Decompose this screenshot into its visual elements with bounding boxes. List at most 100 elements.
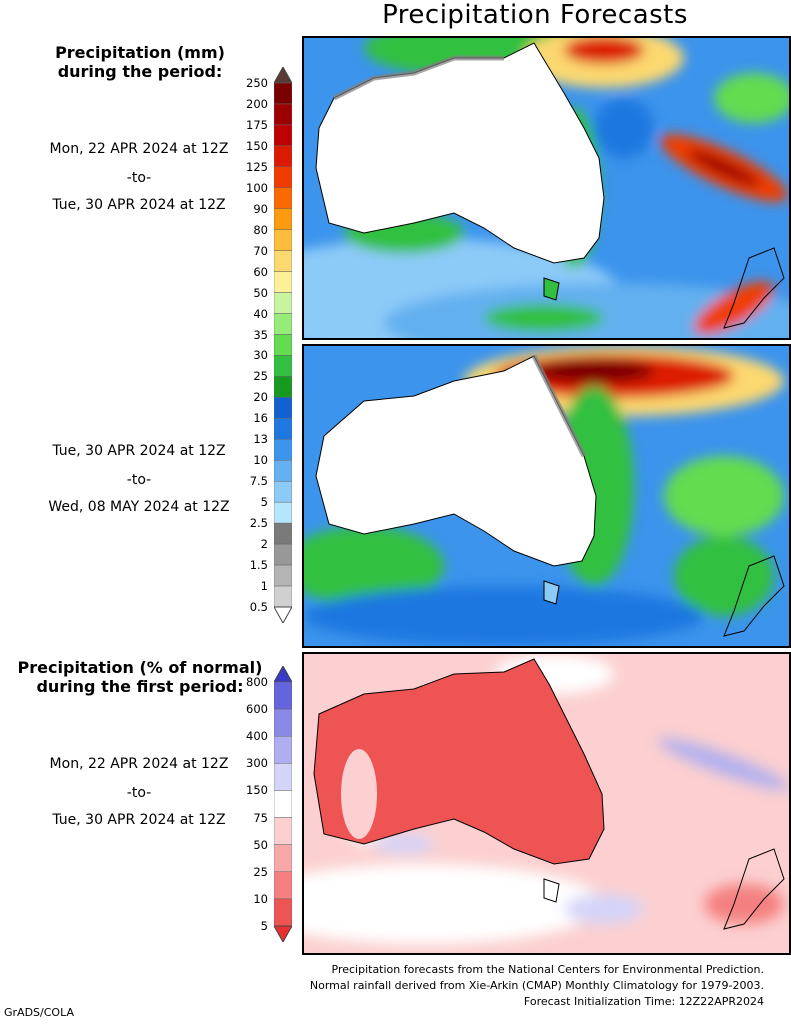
pct-colorbar-segment [274,844,292,873]
mm-colorbar-segment [274,334,292,356]
pct-colorbar-top-triangle [274,666,292,683]
forecast-map-period1 [302,36,791,340]
pct-colorbar-segment [274,898,292,927]
pct-colorbar-tick-label: 50 [253,837,268,852]
period3-to: -to- [126,785,152,801]
period2-to: -to- [126,472,152,488]
mm-colorbar-segment [274,564,292,587]
footer-line1: Precipitation forecasts from the Nationa… [331,963,765,976]
mm-colorbar-segment [274,543,292,566]
mm-colorbar-segment [274,187,292,210]
period2-end: Wed, 08 MAY 2024 at 12Z [48,499,230,515]
mm-colorbar-tick-label: 25 [253,369,268,384]
mm-colorbar-tick-label: 16 [253,411,268,426]
mm-colorbar-segment [274,585,292,608]
mm-colorbar-segment [274,124,292,147]
period1-start: Mon, 22 APR 2024 at 12Z [49,141,229,157]
mm-colorbar-segment [274,480,292,503]
mm-colorbar-tick-label: 200 [246,96,268,111]
mm-colorbar-segment [274,271,292,293]
mm-colorbar-bottom-triangle [274,606,292,623]
period1-to: -to- [126,170,152,186]
credit-label: GrADS/COLA [4,1006,74,1019]
pct-colorbar-tick-label: 150 [246,783,268,798]
mm-colorbar-segment [274,145,292,168]
pct-colorbar-segment [274,871,292,900]
footer-line2: Normal rainfall derived from Xie-Arkin (… [309,979,764,992]
precip-pct-label-line2: during the first period: [36,677,244,696]
mm-colorbar-tick-label: 90 [253,201,268,216]
period3-start: Mon, 22 APR 2024 at 12Z [49,756,229,772]
mm-colorbar-svg [274,67,292,623]
mm-colorbar-segment [274,292,292,314]
mm-colorbar-segment [274,208,292,230]
mm-colorbar-segment [274,418,292,440]
footer-notes: Precipitation forecasts from the Nationa… [310,962,764,1010]
mm-colorbar-tick-label: 150 [246,138,268,153]
period1-end: Tue, 30 APR 2024 at 12Z [52,197,226,213]
mm-colorbar-tick-label: 50 [253,285,268,300]
mm-colorbar-tick-label: 10 [253,453,268,468]
precip-mm-label-line2: during the period: [57,62,223,81]
pct-colorbar-segment [274,817,292,845]
mm-colorbar-segment [274,250,292,272]
mm-colorbar-segment [274,501,292,524]
mm-colorbar-segment [274,82,292,105]
mm-colorbar-segment [274,313,292,335]
mm-colorbar-tick-label: 35 [253,327,268,342]
pct-colorbar-svg [274,666,292,942]
period3-end: Tue, 30 APR 2024 at 12Z [52,812,226,828]
pct-colorbar-tick-label: 10 [253,891,268,906]
mm-colorbar-segment [274,229,292,251]
mm-colorbar-tick-label: 250 [246,76,268,90]
mm-colorbar-tick-label: 20 [253,390,268,405]
page-title: Precipitation Forecasts [382,0,688,30]
mm-colorbar-segment [274,355,292,377]
mm-colorbar-tick-label: 1.5 [249,558,268,573]
mm-colorbar-tick-label: 80 [253,222,268,237]
mm-colorbar-tick-label: 100 [246,180,268,195]
pct-colorbar-tick-label: 75 [253,810,268,825]
percent-normal-map [302,652,791,955]
footer-line3: Forecast Initialization Time: 12Z22APR20… [523,995,764,1008]
pct-colorbar-tick-label: 5 [260,919,268,933]
mm-colorbar-tick-label: 2.5 [249,516,268,531]
pct-colorbar-segment [274,708,292,737]
precip-mm-label-line1: Precipitation (mm) [55,43,225,62]
precip-pct-colorbar: 800 600 400 300 150 75 50 25 10 5 [246,666,292,942]
precip-pct-label-line1: Precipitation (% of normal) [17,658,263,677]
precip-pct-label: Precipitation (% of normal) during the f… [10,658,270,696]
pct-colorbar-tick-label: 800 [246,675,268,689]
mm-colorbar-segment [274,166,292,189]
mm-colorbar-tick-label: 0.5 [249,600,268,614]
mm-colorbar-tick-label: 125 [246,159,268,174]
pct-colorbar-segment [274,790,292,818]
mm-colorbar-tick-label: 60 [253,264,268,279]
mm-colorbar-top-triangle [274,67,292,84]
mm-colorbar-segment [274,103,292,126]
precip-mm-colorbar: 250 200 175 150 125 100 90 80 70 60 50 40 35 30 25 20 16… [246,67,292,623]
pct-colorbar-tick-label: 400 [246,729,268,744]
precip-mm-label: Precipitation (mm) during the period: [20,43,260,81]
mm-colorbar-tick-label: 40 [253,306,268,321]
pct-colorbar-tick-label: 300 [246,756,268,771]
pct-colorbar-tick-label: 25 [253,864,268,879]
mm-colorbar-tick-label: 2 [260,537,268,552]
pct-colorbar-tick-label: 600 [246,702,268,717]
mm-colorbar-tick-label: 175 [246,117,268,132]
mm-colorbar-segment [274,439,292,461]
mm-colorbar-segment [274,460,292,482]
pct-colorbar-segment [274,763,292,791]
mm-colorbar-segment [274,397,292,419]
forecast-map-period2 [302,344,791,648]
mm-colorbar-tick-label: 13 [253,432,268,447]
pct-colorbar-segment [274,681,292,710]
mm-colorbar-tick-label: 30 [253,348,268,363]
pct-colorbar-segment [274,735,292,764]
pct-colorbar-bottom-triangle [274,925,292,942]
mm-colorbar-tick-label: 7.5 [249,474,268,489]
mm-colorbar-tick-label: 70 [253,243,268,258]
mm-colorbar-tick-label: 5 [260,495,268,510]
mm-colorbar-segment [274,522,292,545]
period2-start: Tue, 30 APR 2024 at 12Z [52,443,226,459]
